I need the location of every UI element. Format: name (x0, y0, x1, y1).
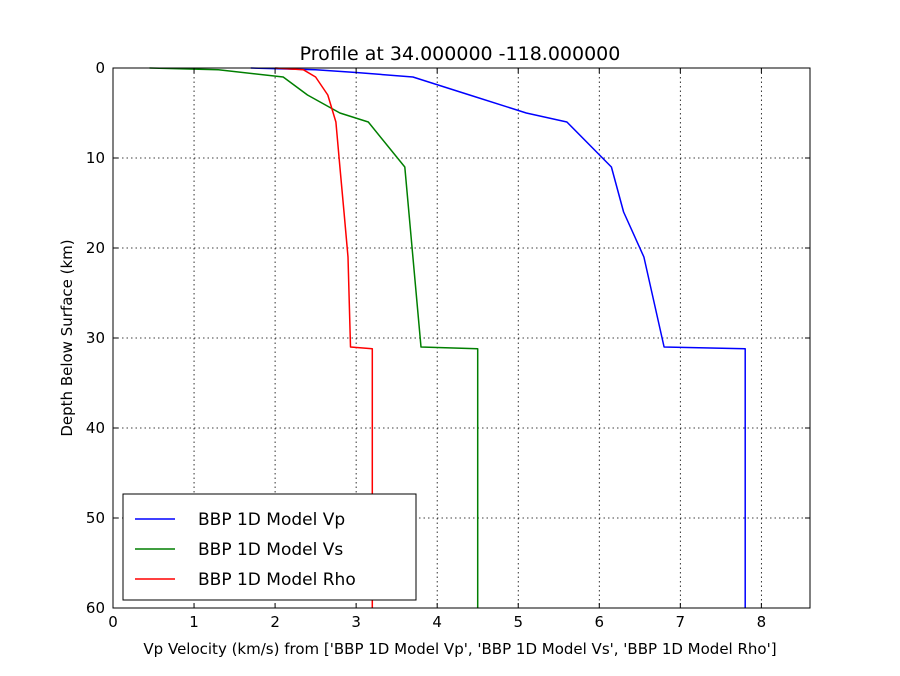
y-tick-label: 10 (86, 149, 105, 167)
x-tick-label: 5 (513, 613, 523, 631)
ticks-layer: 0 1 2 3 4 5 6 7 8 0 10 20 30 40 50 60 (86, 59, 810, 631)
x-tick-label: 8 (757, 613, 767, 631)
x-tick-label: 0 (108, 613, 118, 631)
series-line-vs (149, 67, 479, 608)
series-line-rho (275, 67, 374, 608)
y-tick-label: 40 (86, 419, 105, 437)
x-tick-label: 1 (189, 613, 199, 631)
x-axis-label: Vp Velocity (km/s) from ['BBP 1D Model V… (143, 640, 776, 658)
y-tick-label: 30 (86, 329, 105, 347)
legend-box (122, 493, 417, 601)
y-tick-label: 50 (86, 509, 105, 527)
legend-label-vp: BBP 1D Model Vp (198, 510, 345, 530)
legend: BBP 1D Model Vp BBP 1D Model Vs BBP 1D M… (122, 493, 417, 601)
x-tick-label: 2 (270, 613, 280, 631)
y-axis-label: Depth Below Surface (km) (58, 239, 76, 436)
legend-label-rho: BBP 1D Model Rho (198, 570, 356, 590)
legend-label-vs: BBP 1D Model Vs (198, 540, 343, 560)
x-tick-label: 6 (595, 613, 605, 631)
chart-title: Profile at 34.000000 -118.000000 (300, 43, 621, 65)
y-tick-label: 0 (95, 59, 105, 77)
x-tick-label: 4 (432, 613, 442, 631)
x-tick-label: 7 (676, 613, 686, 631)
y-tick-label: 60 (86, 599, 105, 617)
y-tick-label: 20 (86, 239, 105, 257)
x-tick-label: 3 (351, 613, 361, 631)
